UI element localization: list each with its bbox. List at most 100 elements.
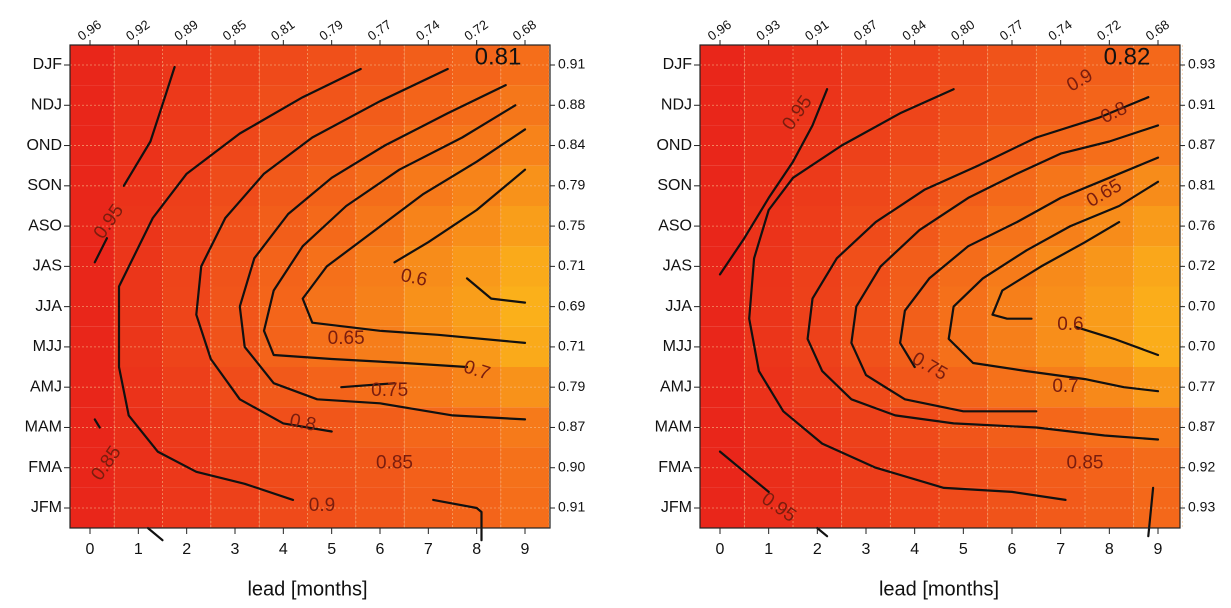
contour-line bbox=[718, 450, 770, 493]
right-label: 0.70 bbox=[1188, 297, 1215, 313]
x-tick-label: 8 bbox=[1105, 541, 1114, 558]
heatmap-cell bbox=[890, 447, 939, 488]
right-label: 0.70 bbox=[1188, 338, 1215, 354]
heatmap-cell bbox=[452, 45, 501, 86]
right-label: 0.91 bbox=[1188, 96, 1215, 112]
heatmap-cell bbox=[404, 286, 453, 327]
heatmap-cell bbox=[890, 206, 939, 247]
top-label: 0.89 bbox=[171, 17, 200, 44]
x-tick-label: 0 bbox=[716, 541, 725, 558]
right-label: 0.71 bbox=[558, 338, 585, 354]
top-label: 0.87 bbox=[851, 17, 880, 44]
right-label: 0.79 bbox=[558, 378, 585, 394]
heatmap-cell bbox=[500, 206, 550, 247]
y-tick-label: SON bbox=[657, 177, 692, 194]
top-label: 0.77 bbox=[997, 17, 1026, 44]
contour-lines bbox=[718, 88, 1160, 538]
contour-line bbox=[393, 168, 527, 264]
x-tick-label: 9 bbox=[521, 541, 530, 558]
heatmap-cell bbox=[939, 447, 988, 488]
contour-line bbox=[117, 67, 362, 501]
top-label: 0.68 bbox=[1143, 17, 1172, 44]
y-tick-label: OND bbox=[26, 137, 62, 154]
heatmap-cell bbox=[890, 125, 939, 166]
top-label: 0.68 bbox=[510, 17, 539, 44]
heatmap-cell bbox=[939, 407, 988, 448]
y-tick-label: NDJ bbox=[31, 96, 62, 113]
grid-lines bbox=[70, 45, 550, 528]
contour-label: 0.7 bbox=[1052, 376, 1078, 397]
right-label: 0.90 bbox=[558, 458, 585, 474]
heatmap-cell bbox=[500, 85, 550, 126]
x-tick-label: 4 bbox=[279, 541, 288, 558]
right-label: 0.87 bbox=[558, 418, 585, 434]
top-label: 0.72 bbox=[461, 17, 490, 44]
heatmap-cell bbox=[452, 125, 501, 166]
contour-lines bbox=[93, 65, 527, 542]
x-axis-title: lead [months] bbox=[879, 578, 999, 600]
right-label: 0.93 bbox=[1188, 56, 1215, 72]
y-tick-label: FMA bbox=[28, 459, 62, 476]
heatmap-cell bbox=[500, 326, 550, 368]
right-label: 0.91 bbox=[558, 499, 585, 515]
top-label: 0.96 bbox=[705, 17, 734, 44]
right-label: 0.93 bbox=[1188, 499, 1215, 515]
right-label: 0.71 bbox=[558, 257, 585, 273]
grid-lines bbox=[700, 45, 1183, 528]
heatmap-cell bbox=[939, 45, 988, 86]
heatmap-cell bbox=[500, 487, 550, 528]
contour-line bbox=[850, 124, 1160, 413]
contour-line bbox=[465, 277, 527, 304]
right-label: 0.88 bbox=[558, 96, 585, 112]
right-label: 0.91 bbox=[558, 56, 585, 72]
contour-line bbox=[748, 88, 1067, 501]
top-label: 0.84 bbox=[899, 17, 928, 44]
panel-2: 0.90.95 0.80.650.60.750.70.850.95DJFNDJON… bbox=[655, 17, 1216, 601]
right-labels: 0.93 0.91 0.87 0.81 0.76 0.72 0.70 0.70 0.77 0.87… bbox=[1180, 56, 1215, 515]
top-label: 0.96 bbox=[75, 17, 104, 44]
x-tick-labels: 0 1 2 3 4 5 6 7 8 9 bbox=[86, 528, 530, 558]
contour-label: 0.85 bbox=[376, 453, 413, 474]
corner-value: 0.82 bbox=[1104, 43, 1151, 70]
contour-line bbox=[301, 128, 527, 344]
y-tick-label: DJF bbox=[33, 56, 63, 73]
x-tick-label: 3 bbox=[231, 541, 240, 558]
y-tick-label: MAM bbox=[25, 419, 62, 436]
heatmap-cell bbox=[500, 125, 550, 166]
top-label: 0.74 bbox=[1045, 17, 1074, 44]
top-label: 0.72 bbox=[1094, 17, 1123, 44]
contour-label: 0.65 bbox=[328, 328, 365, 349]
y-tick-label: JJA bbox=[665, 298, 692, 315]
heatmap-cell bbox=[890, 286, 939, 327]
corner-value: 0.81 bbox=[475, 43, 522, 70]
heatmap-cell bbox=[404, 165, 453, 206]
y-tick-label: JFM bbox=[661, 499, 692, 516]
heatmap-cell bbox=[500, 407, 550, 448]
top-label: 0.85 bbox=[220, 17, 249, 44]
contour-line bbox=[718, 88, 829, 276]
right-label: 0.92 bbox=[1188, 458, 1215, 474]
heatmap-cell bbox=[939, 286, 988, 327]
plot-frame bbox=[69, 44, 551, 529]
x-tick-label: 5 bbox=[959, 541, 968, 558]
contour-line bbox=[1074, 325, 1160, 357]
heatmap-cell bbox=[500, 286, 550, 327]
y-tick-label: OND bbox=[656, 137, 692, 154]
contour-line bbox=[432, 498, 483, 542]
heatmap-cell bbox=[890, 45, 939, 86]
right-label: 0.76 bbox=[1188, 217, 1215, 233]
plot-frame bbox=[699, 44, 1181, 529]
top-label: 0.79 bbox=[316, 17, 345, 44]
heatmap-cell bbox=[452, 246, 501, 287]
x-tick-label: 3 bbox=[862, 541, 871, 558]
heatmap-cell bbox=[404, 206, 453, 247]
contour-line bbox=[899, 156, 1160, 369]
right-label: 0.81 bbox=[1188, 177, 1215, 193]
x-tick-label: 5 bbox=[327, 541, 336, 558]
y-tick-label: MJJ bbox=[663, 338, 692, 355]
contour-label: 0.75 bbox=[371, 380, 408, 401]
heatmap-cell bbox=[452, 367, 501, 408]
top-label: 0.81 bbox=[268, 17, 297, 44]
